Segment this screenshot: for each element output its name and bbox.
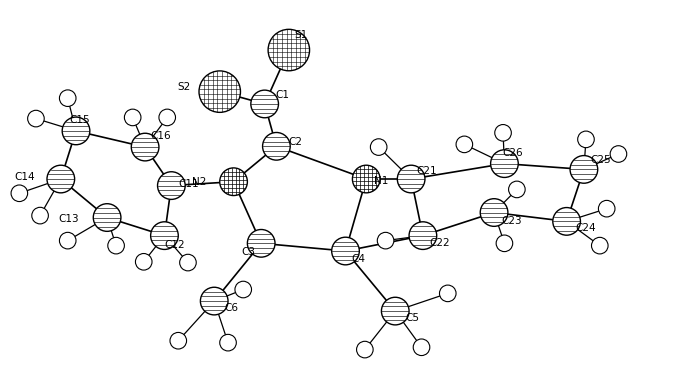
Circle shape <box>151 222 178 249</box>
Text: C13: C13 <box>59 214 79 224</box>
Circle shape <box>235 281 252 298</box>
Text: C14: C14 <box>15 172 35 182</box>
Circle shape <box>200 287 228 315</box>
Text: C6: C6 <box>225 303 238 313</box>
Circle shape <box>62 117 90 145</box>
Circle shape <box>409 222 437 249</box>
Circle shape <box>491 150 518 177</box>
Circle shape <box>220 334 236 351</box>
Circle shape <box>170 332 187 349</box>
Circle shape <box>509 181 525 198</box>
Circle shape <box>59 90 76 107</box>
Text: C5: C5 <box>406 313 419 323</box>
Circle shape <box>268 29 310 71</box>
Text: N1: N1 <box>375 176 388 186</box>
Text: C11: C11 <box>178 179 199 189</box>
Circle shape <box>370 139 387 156</box>
Circle shape <box>11 185 28 202</box>
Circle shape <box>570 156 598 183</box>
Circle shape <box>381 297 409 325</box>
Circle shape <box>591 237 608 254</box>
Circle shape <box>413 339 430 356</box>
Circle shape <box>496 235 513 252</box>
Text: C16: C16 <box>150 131 171 141</box>
Circle shape <box>480 199 508 226</box>
Circle shape <box>456 136 473 153</box>
Circle shape <box>553 208 580 235</box>
Circle shape <box>439 285 456 302</box>
Circle shape <box>220 168 247 196</box>
Text: C25: C25 <box>591 155 612 165</box>
Circle shape <box>332 237 359 265</box>
Circle shape <box>124 109 141 126</box>
Text: N2: N2 <box>192 177 206 187</box>
Circle shape <box>135 253 152 270</box>
Circle shape <box>247 229 275 257</box>
Circle shape <box>28 110 44 127</box>
Circle shape <box>578 131 594 148</box>
Circle shape <box>93 204 121 231</box>
Text: C1: C1 <box>275 90 289 100</box>
Circle shape <box>108 237 124 254</box>
Text: C3: C3 <box>242 247 256 257</box>
Circle shape <box>377 232 394 249</box>
Text: C15: C15 <box>69 115 90 125</box>
Circle shape <box>159 109 176 126</box>
Text: C22: C22 <box>430 238 451 248</box>
Text: C21: C21 <box>416 166 437 176</box>
Text: C26: C26 <box>502 148 523 158</box>
Circle shape <box>32 207 48 224</box>
Text: C2: C2 <box>289 137 303 147</box>
Text: S1: S1 <box>294 30 308 40</box>
Circle shape <box>598 200 615 217</box>
Text: C23: C23 <box>501 216 522 226</box>
Circle shape <box>59 232 76 249</box>
Circle shape <box>180 254 196 271</box>
Circle shape <box>610 146 627 162</box>
Circle shape <box>251 90 278 118</box>
Circle shape <box>47 165 75 193</box>
Circle shape <box>357 341 373 358</box>
Text: C12: C12 <box>164 240 185 250</box>
Circle shape <box>352 165 380 193</box>
Circle shape <box>263 132 290 160</box>
Circle shape <box>131 133 159 161</box>
Circle shape <box>158 172 185 199</box>
Circle shape <box>397 165 425 193</box>
Text: C24: C24 <box>576 223 596 233</box>
Circle shape <box>495 124 511 141</box>
Text: C4: C4 <box>351 254 365 264</box>
Text: S2: S2 <box>177 82 191 92</box>
Circle shape <box>199 71 240 112</box>
